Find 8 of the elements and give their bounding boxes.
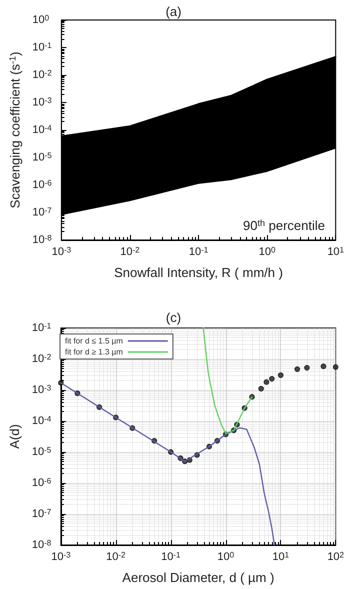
x-axis-title: Snowfall Intensity, R ( mm/h ) <box>114 265 283 280</box>
legend-label: fit for d ≤ 1.5 µm <box>65 336 124 346</box>
legend-label: fit for d ≥ 1.3 µm <box>65 348 124 356</box>
y-axis-title: A(d) <box>7 424 22 449</box>
chart-title: (c) <box>166 310 182 325</box>
y-axis-title: Scavenging coefficient (s-1) <box>8 52 22 208</box>
chart-title: (a) <box>166 4 182 19</box>
x-axis-title: Aerosol Diameter, d ( µm ) <box>122 570 274 585</box>
